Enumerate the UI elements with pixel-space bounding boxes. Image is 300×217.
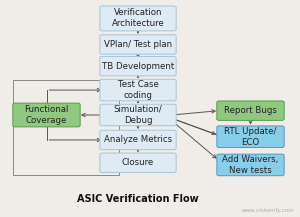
FancyBboxPatch shape	[217, 154, 284, 176]
Text: Report Bugs: Report Bugs	[224, 106, 277, 115]
Text: Test Case
coding: Test Case coding	[118, 80, 158, 100]
Text: ASIC Verification Flow: ASIC Verification Flow	[77, 194, 199, 204]
FancyBboxPatch shape	[100, 35, 176, 54]
FancyBboxPatch shape	[100, 153, 176, 173]
Text: Verification
Architecture: Verification Architecture	[112, 8, 164, 28]
Bar	[13, 80, 119, 175]
Text: Analyze Metrics: Analyze Metrics	[104, 135, 172, 145]
FancyBboxPatch shape	[100, 79, 176, 101]
FancyBboxPatch shape	[100, 56, 176, 76]
Text: Functional
Coverage: Functional Coverage	[24, 105, 69, 125]
FancyBboxPatch shape	[100, 130, 176, 150]
FancyBboxPatch shape	[100, 6, 176, 31]
Text: Simulation/
Debug: Simulation/ Debug	[114, 105, 162, 125]
Text: VPlan/ Test plan: VPlan/ Test plan	[104, 40, 172, 49]
FancyBboxPatch shape	[217, 101, 284, 120]
Text: www.vlsiverify.com: www.vlsiverify.com	[242, 208, 294, 213]
FancyBboxPatch shape	[100, 104, 176, 126]
FancyBboxPatch shape	[13, 103, 80, 127]
Text: RTL Update/
ECO: RTL Update/ ECO	[224, 127, 277, 147]
Text: Add Waivers,
New tests: Add Waivers, New tests	[222, 155, 279, 175]
FancyBboxPatch shape	[217, 126, 284, 148]
Text: TB Development: TB Development	[102, 62, 174, 71]
Text: Closure: Closure	[122, 158, 154, 167]
